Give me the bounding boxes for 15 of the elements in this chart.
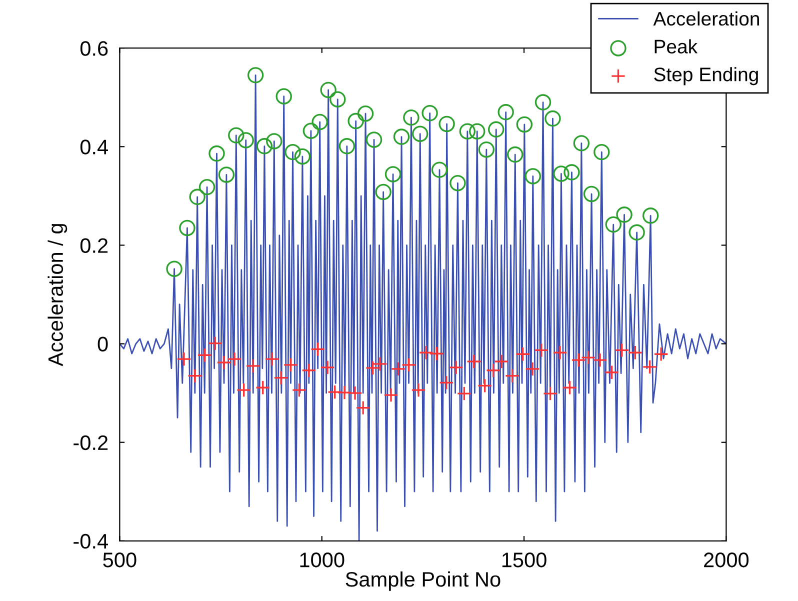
legend-label: Peak [654, 39, 698, 54]
y-tick-label: 0.4 [80, 140, 108, 154]
y-tick-label: -0.4 [74, 534, 108, 549]
x-tick-label: 1500 [502, 552, 546, 568]
y-tick-label: 0.6 [80, 41, 108, 56]
y-tick-label: 0.2 [80, 238, 108, 253]
x-tick-label: 1000 [300, 552, 344, 568]
legend-label: Step Ending [654, 67, 758, 86]
x-tick-label: 2000 [704, 552, 749, 568]
x-axis-title: Sample Point No [346, 571, 500, 591]
y-tick-label: -0.2 [74, 435, 108, 450]
y-tick-label: 0 [98, 336, 108, 352]
x-tick-label: 500 [103, 552, 136, 568]
legend-label: Acceleration [653, 11, 759, 26]
y-axis-title: Acceleration / g [48, 224, 68, 366]
